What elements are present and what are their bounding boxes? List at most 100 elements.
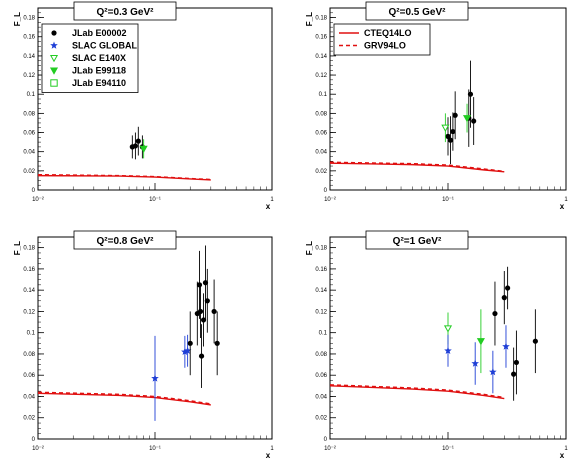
x-tick-label: 10⁻²	[324, 446, 336, 452]
x-axis-label: x	[560, 202, 565, 211]
data-point	[214, 340, 220, 346]
y-tick-label: 0.1	[319, 331, 328, 337]
panel-title: Q²=0.5 GeV²	[389, 7, 447, 18]
x-tick-label: 1	[270, 197, 274, 203]
panel-title: Q²=0.3 GeV²	[97, 7, 155, 18]
data-point	[511, 371, 517, 377]
curve-cteq14lo	[329, 385, 505, 400]
y-axis-label: F_L	[305, 241, 314, 255]
y-tick-label: 0.08	[315, 352, 327, 358]
y-tick-label: 0.06	[23, 131, 35, 137]
data-point	[202, 280, 209, 286]
data-point	[139, 145, 148, 154]
y-tick-label: 0.02	[315, 169, 327, 175]
y-tick-label: 0.1	[319, 92, 328, 98]
data-point	[471, 118, 477, 124]
y-tick-label: 0	[324, 437, 328, 443]
data-point	[200, 317, 207, 323]
data-point	[492, 310, 498, 317]
y-tick-label: 0.04	[23, 394, 35, 400]
y-tick-label: 0.08	[23, 352, 35, 358]
x-tick-label: 10⁻¹	[149, 446, 161, 452]
y-tick-label: 0.14	[315, 288, 327, 294]
legend-label: GRV94LO	[364, 41, 406, 51]
y-tick-label: 0	[324, 188, 328, 194]
y-tick-label: 0.06	[315, 131, 327, 137]
data-point	[501, 295, 507, 301]
x-axis-label: x	[560, 451, 565, 460]
y-tick-label: 0.16	[23, 35, 35, 41]
data-point	[462, 115, 472, 123]
data-point	[471, 359, 479, 367]
legend-marker	[49, 54, 59, 63]
y-tick-label: 0.04	[315, 394, 327, 400]
y-tick-label: 0.02	[23, 416, 35, 422]
legend-label: JLab E00002	[72, 28, 127, 38]
panel-2: 0 0.02 0.04 0.06 0.08 0.1 0.12 0.14 0.16 0.18 10⁻²…	[305, 1, 568, 211]
legend-box	[41, 23, 139, 93]
data-point	[135, 138, 141, 144]
y-tick-label: 0.16	[315, 267, 327, 273]
panel-title-box	[365, 230, 469, 250]
y-tick-label: 0.18	[23, 16, 35, 22]
y-axis-label: F_L	[13, 12, 22, 26]
y-tick-label: 0.12	[315, 309, 327, 315]
panel-title: Q²=1 GeV²	[393, 236, 442, 247]
y-tick-label: 0	[32, 188, 36, 194]
curve-cteq14lo	[329, 162, 505, 173]
x-tick-label: 10⁻²	[32, 197, 44, 203]
data-point	[181, 347, 189, 356]
data-point	[447, 137, 454, 143]
y-tick-label: 0.16	[23, 267, 35, 273]
data-point	[211, 308, 217, 315]
x-tick-label: 1	[564, 446, 568, 452]
legend-marker	[49, 67, 59, 75]
y-tick-label: 0.08	[315, 111, 327, 117]
data-point	[198, 353, 205, 359]
legend-label: SLAC E140X	[72, 53, 126, 63]
y-axis-label: F_L	[13, 241, 22, 255]
data-point	[204, 298, 210, 304]
x-tick-label: 1	[270, 446, 274, 452]
data-point	[513, 359, 520, 366]
data-point	[187, 340, 193, 346]
y-tick-label: 0.14	[23, 54, 35, 60]
panel-title: Q²=0.8 GeV²	[97, 236, 155, 247]
data-point	[502, 342, 510, 350]
y-axis-label: F_L	[305, 12, 314, 26]
y-tick-label: 0.12	[315, 73, 327, 79]
y-tick-label: 0.18	[315, 246, 327, 252]
data-point	[132, 143, 139, 149]
y-tick-label: 0.04	[315, 150, 327, 156]
data-point	[444, 346, 452, 354]
legend-box	[333, 23, 431, 56]
y-tick-label: 0.14	[315, 54, 327, 60]
data-point	[452, 112, 458, 118]
y-tick-label: 0.1	[27, 331, 36, 337]
panel-title-box	[73, 1, 177, 21]
x-axis-label: x	[266, 451, 271, 460]
data-point	[443, 325, 453, 333]
y-tick-label: 0.1	[27, 92, 36, 98]
x-tick-label: 10⁻¹	[149, 197, 161, 203]
data-point	[505, 285, 511, 291]
y-tick-label: 0.06	[315, 373, 327, 379]
data-point	[196, 282, 203, 288]
x-tick-label: 10⁻¹	[442, 446, 454, 452]
x-tick-label: 1	[564, 197, 568, 203]
data-point	[489, 368, 497, 376]
y-tick-label: 0.12	[23, 309, 35, 315]
legend-label: CTEQ14LO	[364, 28, 412, 38]
x-tick-label: 10⁻²	[324, 197, 336, 203]
panel-1: 0 0.02 0.04 0.06 0.08 0.1 0.12 0.14 0.16 0.18 10⁻²…	[13, 1, 274, 211]
data-point	[197, 308, 204, 315]
legend-marker	[50, 79, 58, 87]
legend-label: SLAC GLOBAL	[72, 41, 137, 51]
data-point	[151, 374, 159, 382]
x-tick-label: 10⁻²	[32, 446, 44, 452]
data-point	[532, 338, 538, 344]
y-tick-label: 0.06	[23, 373, 35, 379]
y-tick-label: 0	[32, 437, 36, 443]
y-tick-label: 0.02	[23, 169, 35, 175]
